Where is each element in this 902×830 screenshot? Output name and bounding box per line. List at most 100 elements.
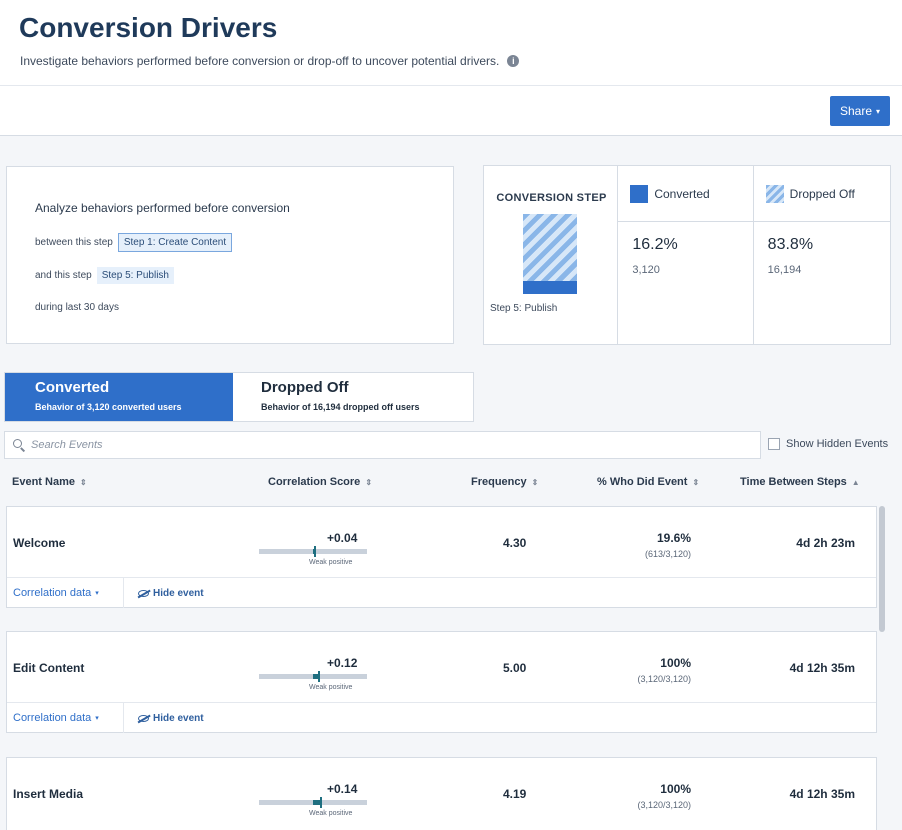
scrollbar-track[interactable] [878, 504, 886, 830]
hide-event-label: Hide event [153, 587, 204, 599]
time-between-value: 4d 12h 35m [789, 661, 855, 675]
and-label: and this step [35, 270, 92, 281]
period-row: during last 30 days [35, 302, 119, 313]
from-step-selector[interactable]: Step 1: Create Content [117, 233, 233, 252]
time-between-value: 4d 2h 23m [796, 536, 855, 550]
correlation-bar [259, 797, 367, 808]
share-button[interactable]: Share ▾ [830, 96, 890, 126]
conversion-step-bar [523, 214, 577, 294]
conversion-step-title: CONVERSION STEP [496, 192, 607, 204]
correlation-data-label: Correlation data [13, 712, 92, 724]
dropped-label: Dropped Off [789, 186, 855, 201]
page-title: Conversion Drivers [19, 12, 278, 43]
correlation-bar-fill [313, 674, 320, 679]
dropped-count: 16,194 [767, 264, 802, 276]
sort-ascending-icon: ▲ [851, 477, 860, 487]
analyze-title: Analyze behaviors performed before conve… [35, 201, 290, 215]
eye-slash-icon [138, 714, 149, 722]
pct-did-detail: (613/3,120) [644, 549, 691, 559]
pct-did-value: 100% [660, 656, 691, 670]
frequency-value: 4.30 [503, 536, 527, 550]
tab-converted[interactable]: Converted Behavior of 3,120 converted us… [5, 373, 233, 421]
show-hidden-events-toggle[interactable]: Show Hidden Events [768, 438, 888, 450]
hide-event-label: Hide event [153, 712, 204, 724]
hide-event-button[interactable]: Hide event [124, 703, 204, 733]
dropped-legend: Dropped Off [753, 166, 890, 222]
correlation-data-dropdown[interactable]: Correlation data ▾ [7, 578, 124, 608]
correlation-bar-fill [313, 549, 316, 554]
column-header-label: Time Between Steps [740, 476, 847, 488]
event-row: Welcome +0.04 Weak positive 4.30 19.6% (… [6, 506, 877, 608]
correlation-bar [259, 546, 367, 557]
time-between-value: 4d 12h 35m [789, 787, 855, 801]
conversion-step-bar-fill [523, 281, 577, 294]
column-header-frequency[interactable]: Frequency ⇕ [471, 476, 538, 488]
column-header-label: % Who Did Event [597, 476, 688, 488]
page-header: Conversion Drivers Investigate behaviors… [0, 0, 902, 86]
eye-slash-icon [138, 589, 149, 597]
pct-did-value: 100% [660, 782, 691, 796]
hide-event-button[interactable]: Hide event [124, 578, 204, 608]
correlation-bar-marker [319, 797, 322, 808]
search-box [4, 431, 761, 459]
converted-column: Converted 16.2% 3,120 [618, 166, 754, 344]
converted-percent: 16.2% [632, 236, 678, 253]
page-subtitle-text: Investigate behaviors performed before c… [20, 54, 500, 68]
converted-legend: Converted [618, 166, 753, 222]
dropped-percent: 83.8% [767, 236, 814, 253]
converted-count: 3,120 [632, 264, 660, 276]
correlation-score: +0.12 [327, 656, 358, 670]
column-header-pct-did[interactable]: % Who Did Event ⇕ [597, 476, 699, 488]
show-hidden-label: Show Hidden Events [786, 438, 889, 450]
frequency-value: 4.19 [503, 787, 527, 801]
chevron-down-icon: ▾ [95, 590, 99, 597]
event-name: Welcome [13, 536, 66, 550]
pct-did-detail: (3,120/3,120) [637, 674, 691, 684]
converted-label: Converted [654, 186, 710, 201]
column-header-time-between[interactable]: Time Between Steps ▲ [740, 476, 860, 488]
chevron-down-icon: ▾ [876, 106, 881, 116]
to-step-selector[interactable]: Step 5: Publish [96, 267, 174, 284]
frequency-value: 5.00 [503, 661, 527, 675]
dropped-column: Dropped Off 83.8% 16,194 [753, 166, 890, 344]
event-row-actions: Correlation data ▾ Hide event [7, 577, 876, 608]
tab-dropped-off[interactable]: Dropped Off Behavior of 16,194 dropped o… [233, 373, 473, 421]
pct-did-detail: (3,120/3,120) [637, 800, 691, 810]
column-header-label: Event Name [12, 476, 75, 488]
period-label: during last 30 days [35, 302, 119, 313]
event-row: Insert Media +0.14 Weak positive 4.19 10… [6, 757, 877, 830]
correlation-data-dropdown[interactable]: Correlation data ▾ [7, 703, 124, 733]
between-label: between this step [35, 237, 113, 248]
column-header-label: Frequency [471, 476, 527, 488]
event-name: Insert Media [13, 787, 84, 801]
correlation-bar [259, 671, 367, 682]
column-header-event-name[interactable]: Event Name ⇕ [12, 476, 87, 488]
scrollbar-thumb[interactable] [879, 506, 885, 632]
converted-swatch [630, 184, 649, 203]
sort-icon: ⇕ [692, 477, 700, 487]
show-hidden-checkbox[interactable] [768, 438, 780, 450]
share-button-label: Share [839, 104, 872, 118]
event-row: Edit Content +0.12 Weak positive 5.00 10… [6, 631, 877, 733]
to-step-row: and this step Step 5: Publish [35, 267, 174, 284]
tab-converted-subtitle: Behavior of 3,120 converted users [35, 402, 182, 412]
tab-dropped-off-title: Dropped Off [261, 379, 349, 396]
search-icon [13, 439, 25, 451]
tab-dropped-off-subtitle: Behavior of 16,194 dropped off users [261, 402, 420, 412]
event-row-actions: Correlation data ▾ Hide event [7, 702, 876, 733]
search-input[interactable] [31, 439, 731, 451]
column-header-correlation[interactable]: Correlation Score ⇕ [268, 476, 372, 488]
analyze-panel: Analyze behaviors performed before conve… [6, 166, 454, 344]
correlation-bar-fill [313, 800, 321, 805]
conversion-step-label: Step 5: Publish [490, 303, 558, 314]
dropped-swatch [765, 184, 784, 203]
info-icon[interactable]: i [507, 55, 520, 67]
correlation-score: +0.04 [327, 531, 358, 545]
correlation-label: Weak positive [309, 810, 353, 817]
correlation-bar-marker [318, 671, 321, 682]
sort-icon: ⇕ [79, 477, 87, 487]
sort-icon: ⇕ [531, 477, 539, 487]
from-step-row: between this step Step 1: Create Content [35, 233, 233, 252]
sort-icon: ⇕ [365, 477, 373, 487]
column-header-label: Correlation Score [268, 476, 361, 488]
